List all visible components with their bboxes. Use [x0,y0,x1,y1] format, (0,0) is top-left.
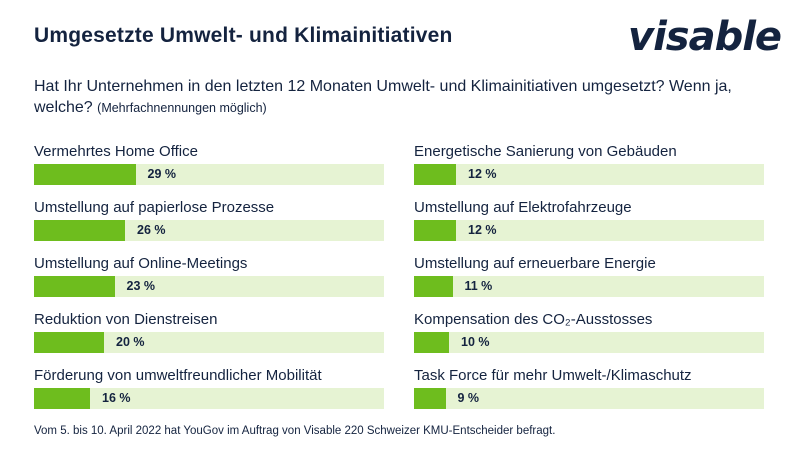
bar-label: Umstellung auf Elektrofahrzeuge [414,199,632,216]
bar-fill [414,276,453,297]
bar-item: Umstellung auf Online-Meetings 23 % [34,255,384,311]
survey-question: Hat Ihr Unternehmen in den letzten 12 Mo… [34,76,754,119]
bar-track: 29 % [34,164,384,185]
bar-track: 26 % [34,220,384,241]
bar-label: Kompensation des CO₂-Ausstosses [414,311,653,328]
bar-track: 23 % [34,276,384,297]
bar-value-label: 10 % [461,335,490,349]
bar-label: Umstellung auf erneuerbare Energie [414,255,656,272]
bar-fill [414,332,449,353]
bar-value-label: 12 % [468,223,497,237]
bar-track: 9 % [414,388,764,409]
bar-item: Task Force für mehr Umwelt-/Klimaschutz 9… [414,367,764,423]
bar-track: 12 % [414,164,764,185]
bar-label: Energetische Sanierung von Gebäuden [414,143,677,160]
bar-track: 10 % [414,332,764,353]
bar-item: Umstellung auf erneuerbare Energie 11 % [414,255,764,311]
bar-value-label: 16 % [102,391,131,405]
bar-value-label: 29 % [147,167,177,181]
bar-fill [34,388,90,409]
bar-fill [34,164,136,185]
bar-item: Vermehrtes Home Office 29 % [34,143,384,199]
bar-fill [414,388,446,409]
bar-column-left: Vermehrtes Home Office 29 % Umstellung auf… [34,143,384,423]
bar-label: Umstellung auf Online-Meetings [34,255,248,272]
bar-fill [414,164,456,185]
bar-value-label: 26 % [137,223,166,237]
bar-value-label: 20 % [116,335,145,349]
bar-label: Förderung von umweltfreundlicher Mobilit… [34,367,322,384]
bar-fill [34,332,104,353]
bar-item: Reduktion von Dienstreisen 20 % [34,311,384,367]
bar-item: Umstellung auf Elektrofahrzeuge 12 % [414,199,764,255]
bar-fill [34,276,115,297]
bar-track: 12 % [414,220,764,241]
bar-track: 16 % [34,388,384,409]
bar-label: Vermehrtes Home Office [34,143,198,160]
footnote: Vom 5. bis 10. April 2022 hat YouGov im … [34,425,556,437]
bar-value-label: 11 % [464,279,493,293]
bar-fill [414,220,456,241]
question-note: (Mehrfachnennungen möglich) [97,101,267,115]
bar-item: Kompensation des CO₂-Ausstosses 10 % [414,311,764,367]
bar-label: Umstellung auf papierlose Prozesse [34,199,275,216]
bar-item: Energetische Sanierung von Gebäuden 12 % [414,143,764,199]
bar-track: 11 % [414,276,764,297]
visable-logo: visable [628,14,782,60]
bar-value-label: 23 % [126,279,156,293]
bar-value-label: 9 % [457,391,480,405]
bar-fill [34,220,125,241]
chart-title: Umgesetzte Umwelt- und Klimainitiativen [34,24,453,47]
bar-value-label: 12 % [468,167,497,181]
bar-label: Reduktion von Dienstreisen [34,311,218,328]
bar-item: Förderung von umweltfreundlicher Mobilit… [34,367,384,423]
bar-column-right: Energetische Sanierung von Gebäuden 12 % U… [414,143,764,423]
bar-item: Umstellung auf papierlose Prozesse 26 % [34,199,384,255]
bar-track: 20 % [34,332,384,353]
bar-label: Task Force für mehr Umwelt-/Klimaschutz [414,367,692,384]
question-text: Hat Ihr Unternehmen in den letzten 12 Mo… [34,78,732,116]
